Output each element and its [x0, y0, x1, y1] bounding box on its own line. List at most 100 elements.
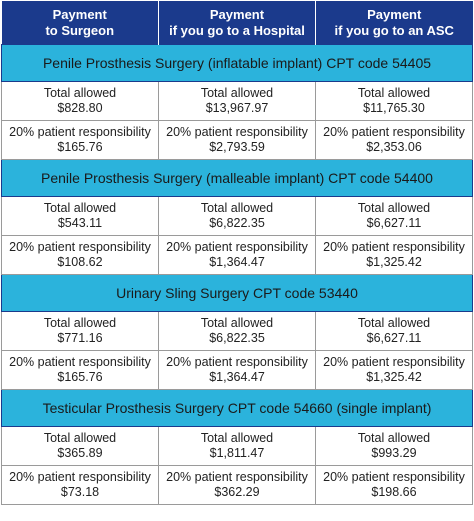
data-cell: Total allowed $993.29 [315, 426, 473, 466]
data-row: Total allowed $365.89 Total allowed $1,811.… [1, 426, 473, 466]
data-cell: 20% patient responsibility $2,793.59 [158, 120, 316, 160]
cell-line: $1,364.47 [209, 370, 265, 384]
data-row: 20% patient responsibility $165.76 20% pat… [1, 350, 473, 390]
cell-line: $6,627.11 [366, 331, 422, 345]
data-cell: 20% patient responsibility $2,353.06 [315, 120, 473, 160]
cell-line: 20% patient responsibility [9, 355, 151, 369]
cell-line: 20% patient responsibility [166, 470, 308, 484]
section-title: Testicular Prosthesis Surgery CPT code 5… [1, 389, 473, 427]
section-title: Penile Prosthesis Surgery (inflatable im… [1, 44, 473, 82]
cell-line: $198.66 [371, 485, 417, 499]
cell-line: Total allowed [357, 86, 431, 100]
cell-line: 20% patient responsibility [166, 355, 308, 369]
column-header: Payment if you go to a Hospital [158, 1, 316, 45]
cell-line: Total allowed [357, 431, 431, 445]
column-header: Payment to Surgeon [1, 1, 159, 45]
data-cell: Total allowed $543.11 [1, 196, 159, 236]
data-cell: 20% patient responsibility $1,364.47 [158, 235, 316, 275]
cell-line: $1,325.42 [366, 255, 422, 269]
cell-line: 20% patient responsibility [323, 355, 465, 369]
data-row: 20% patient responsibility $165.76 20% pat… [1, 120, 473, 160]
cell-line: Total allowed [43, 86, 117, 100]
cell-line: $365.89 [57, 446, 103, 460]
data-cell: 20% patient responsibility $108.62 [1, 235, 159, 275]
cell-line: $165.76 [57, 370, 103, 384]
cell-line: $1,325.42 [366, 370, 422, 384]
cell-line: $2,793.59 [209, 140, 265, 154]
cell-line: 20% patient responsibility [9, 125, 151, 139]
cell-line: $108.62 [57, 255, 103, 269]
cell-line: $73.18 [60, 485, 100, 499]
cell-line: $1,364.47 [209, 255, 265, 269]
data-cell: Total allowed $13,967.97 [158, 81, 316, 121]
column-header: Payment if you go to an ASC [315, 1, 473, 45]
data-row: Total allowed $828.80 Total allowed $13,967… [1, 81, 473, 121]
cell-line: Total allowed [200, 86, 274, 100]
cell-line: $828.80 [57, 101, 103, 115]
section-row: Urinary Sling Surgery CPT code 53440 [1, 274, 473, 312]
section-row: Penile Prosthesis Surgery (malleable imp… [1, 159, 473, 197]
cell-line: Total allowed [43, 316, 117, 330]
cell-line: $6,822.35 [209, 331, 265, 345]
cell-line: $2,353.06 [366, 140, 422, 154]
cell-line: $165.76 [57, 140, 103, 154]
cell-line: $6,627.11 [366, 216, 422, 230]
cell-line: Total allowed [200, 431, 274, 445]
cell-line: $6,822.35 [209, 216, 265, 230]
cell-line: Payment [52, 6, 107, 22]
data-cell: Total allowed $1,811.47 [158, 426, 316, 466]
cell-line: to Surgeon [45, 22, 115, 38]
cell-line: Payment [367, 6, 422, 22]
data-row: 20% patient responsibility $108.62 20% pat… [1, 235, 473, 275]
cell-line: 20% patient responsibility [9, 470, 151, 484]
cell-line: Total allowed [200, 316, 274, 330]
cell-line: $771.16 [57, 331, 103, 345]
data-cell: Total allowed $828.80 [1, 81, 159, 121]
data-row: Total allowed $771.16 Total allowed $6,822.… [1, 311, 473, 351]
data-row: 20% patient responsibility $73.18 20% pati… [1, 465, 473, 505]
data-row: Total allowed $543.11 Total allowed $6,822.… [1, 196, 473, 236]
cell-line: 20% patient responsibility [323, 240, 465, 254]
data-cell: Total allowed $11,765.30 [315, 81, 473, 121]
section-row: Penile Prosthesis Surgery (inflatable im… [1, 44, 473, 82]
data-cell: Total allowed $6,822.35 [158, 196, 316, 236]
section-row: Testicular Prosthesis Surgery CPT code 5… [1, 389, 473, 427]
data-cell: Total allowed $365.89 [1, 426, 159, 466]
data-cell: 20% patient responsibility $165.76 [1, 350, 159, 390]
header-row: Payment to Surgeon Payment if you go to a H… [1, 1, 473, 45]
data-cell: 20% patient responsibility $198.66 [315, 465, 473, 505]
data-cell: Total allowed $6,822.35 [158, 311, 316, 351]
cell-line: $362.29 [214, 485, 260, 499]
cell-line: 20% patient responsibility [166, 240, 308, 254]
data-cell: 20% patient responsibility $362.29 [158, 465, 316, 505]
data-cell: 20% patient responsibility $1,364.47 [158, 350, 316, 390]
payment-table: Payment to Surgeon Payment if you go to a H… [1, 1, 473, 505]
data-cell: Total allowed $6,627.11 [315, 311, 473, 351]
section-title: Urinary Sling Surgery CPT code 53440 [1, 274, 473, 312]
cell-line: Total allowed [357, 316, 431, 330]
cell-line: $11,765.30 [363, 101, 425, 115]
cell-line: $13,967.97 [205, 101, 269, 115]
data-cell: 20% patient responsibility $1,325.42 [315, 235, 473, 275]
data-cell: 20% patient responsibility $1,325.42 [315, 350, 473, 390]
cell-line: Total allowed [43, 431, 117, 445]
cell-line: $993.29 [371, 446, 417, 460]
data-cell: 20% patient responsibility $165.76 [1, 120, 159, 160]
cell-line: Total allowed [357, 201, 431, 215]
cell-line: Total allowed [200, 201, 274, 215]
cell-line: $543.11 [57, 216, 103, 230]
data-cell: Total allowed $6,627.11 [315, 196, 473, 236]
cell-line: Total allowed [43, 201, 117, 215]
section-title: Penile Prosthesis Surgery (malleable imp… [1, 159, 473, 197]
cell-line: 20% patient responsibility [166, 125, 308, 139]
cell-line: if you go to an ASC [334, 22, 454, 38]
data-cell: 20% patient responsibility $73.18 [1, 465, 159, 505]
cell-line: Payment [209, 6, 265, 22]
cell-line: 20% patient responsibility [323, 470, 465, 484]
cell-line: $1,811.47 [209, 446, 265, 460]
cell-line: 20% patient responsibility [323, 125, 465, 139]
data-cell: Total allowed $771.16 [1, 311, 159, 351]
cell-line: if you go to a Hospital [169, 22, 305, 38]
cell-line: 20% patient responsibility [9, 240, 151, 254]
